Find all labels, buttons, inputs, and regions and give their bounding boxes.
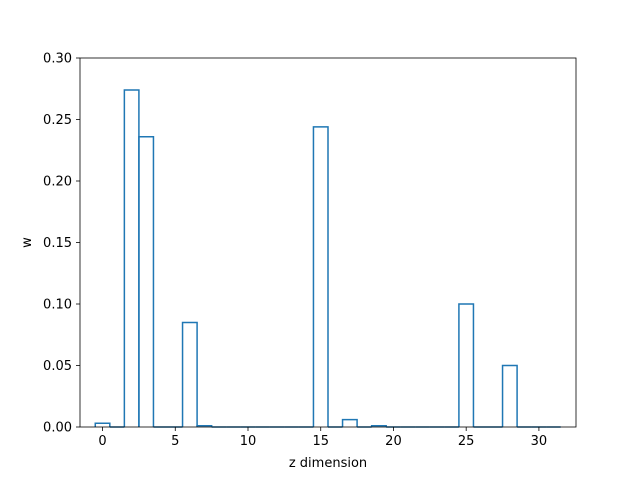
x-tick-label: 30: [531, 434, 548, 449]
y-tick-label: 0.10: [43, 298, 72, 313]
histogram-bar-6: [181, 321, 198, 427]
plot-frame: [79, 57, 577, 428]
histogram-bar-7: [196, 425, 213, 427]
x-tick-label: 0: [98, 434, 106, 449]
y-tick-label: 0.20: [43, 175, 72, 190]
histogram-bar-17: [341, 418, 358, 427]
y-tick-label: 0.05: [43, 359, 72, 374]
ticks-layer: 0 5 10 15 20 25 30 0.00 0.05 0.10 0.15 0.20 0.25 0.30: [43, 52, 547, 450]
histogram-bar-3: [138, 135, 155, 427]
histogram-bar-28: [501, 364, 518, 427]
x-axis-label: z dimension: [289, 456, 367, 471]
y-axis-label: w: [20, 237, 35, 248]
histogram-bar-2: [123, 89, 140, 427]
x-tick-label: 15: [312, 434, 329, 449]
histogram-bar-0: [94, 422, 111, 427]
y-tick-label: 0.25: [43, 113, 72, 128]
x-tick-label: 5: [171, 434, 179, 449]
x-tick-label: 20: [385, 434, 402, 449]
x-tick-label: 10: [240, 434, 257, 449]
histogram-bar-15: [312, 126, 329, 427]
y-tick-label: 0.30: [43, 52, 72, 67]
histogram-bar-25: [458, 303, 475, 427]
y-tick-label: 0.15: [43, 236, 72, 251]
bars-layer: [94, 89, 561, 428]
y-tick-label: 0.00: [43, 421, 72, 436]
x-tick-label: 25: [458, 434, 475, 449]
